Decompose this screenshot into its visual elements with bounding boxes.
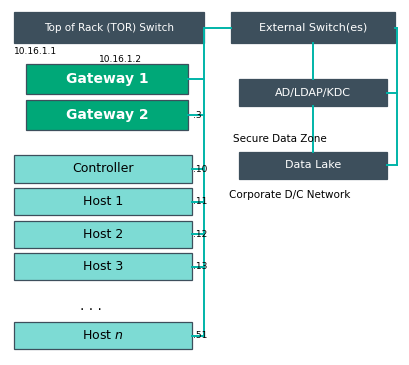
Text: Host 3: Host 3	[83, 260, 123, 273]
Text: 10.16.1.2: 10.16.1.2	[99, 55, 142, 64]
Text: Host 2: Host 2	[83, 228, 123, 241]
FancyBboxPatch shape	[239, 79, 387, 107]
Text: Data Lake: Data Lake	[285, 160, 341, 170]
Text: Corporate D/C Network: Corporate D/C Network	[229, 190, 350, 200]
Text: Host 1: Host 1	[83, 195, 123, 208]
Text: Top of Rack (TOR) Switch: Top of Rack (TOR) Switch	[44, 23, 174, 32]
Text: .12: .12	[193, 230, 207, 239]
FancyBboxPatch shape	[13, 322, 192, 349]
FancyBboxPatch shape	[13, 188, 192, 215]
Text: Gateway 1: Gateway 1	[66, 72, 148, 86]
Text: Host $\it{n}$: Host $\it{n}$	[82, 329, 124, 342]
FancyBboxPatch shape	[26, 64, 188, 94]
FancyBboxPatch shape	[13, 253, 192, 280]
FancyBboxPatch shape	[26, 100, 188, 130]
Text: Secure Data Zone: Secure Data Zone	[233, 134, 327, 144]
Text: .13: .13	[193, 262, 207, 272]
FancyBboxPatch shape	[231, 12, 396, 43]
Text: External Switch(es): External Switch(es)	[259, 23, 367, 32]
Text: .11: .11	[193, 197, 207, 206]
Text: .51: .51	[193, 331, 207, 340]
Text: .10: .10	[193, 165, 207, 174]
Text: Gateway 2: Gateway 2	[66, 108, 148, 122]
FancyBboxPatch shape	[239, 152, 387, 179]
FancyBboxPatch shape	[13, 220, 192, 248]
Text: AD/LDAP/KDC: AD/LDAP/KDC	[275, 88, 351, 98]
FancyBboxPatch shape	[13, 155, 192, 182]
Text: . . .: . . .	[80, 299, 102, 313]
Text: 10.16.1.1: 10.16.1.1	[13, 47, 57, 56]
FancyBboxPatch shape	[13, 12, 204, 43]
Text: .3: .3	[193, 111, 202, 120]
Text: Controller: Controller	[72, 162, 134, 176]
